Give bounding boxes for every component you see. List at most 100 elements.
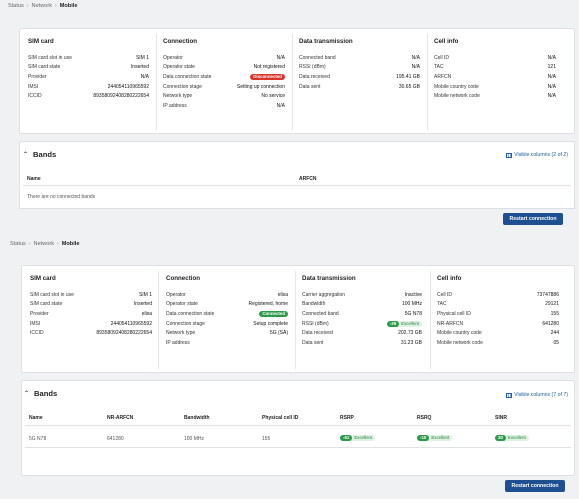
divider [25, 447, 571, 448]
status-badge: Disconnected [250, 73, 285, 81]
kv-row: SIM card state Inserted [30, 301, 152, 308]
kv-row: Network type 5G (SA) [166, 330, 288, 337]
kv-row: Mobile country code N/A [434, 83, 556, 90]
column-header-name[interactable]: Name [29, 415, 43, 421]
divider [158, 271, 159, 369]
kv-row: Provider N/A [28, 73, 149, 80]
sim-card-section: SIM card SIM card slot in use SIM 1 SIM c… [30, 275, 152, 338]
columns-icon [506, 392, 513, 398]
kv-row: SIM card slot in use SIM 1 [28, 54, 149, 61]
section-title: Data transmission [299, 38, 353, 45]
breadcrumb: Status › Network › Mobile [10, 241, 79, 247]
kv-row: Operator elisa [166, 291, 288, 298]
kv-row: Data connection state Disconnected [163, 72, 285, 82]
chevron-right-icon: › [26, 3, 29, 9]
divider [25, 425, 571, 426]
empty-state-text: There are no connected bands [27, 194, 96, 200]
kv-row: SIM card state Inserted [28, 64, 149, 71]
signal-badge: 30 Excellent [495, 435, 529, 441]
kv-row: Connection stage Setup complete [166, 320, 288, 327]
bands-header-toggle[interactable]: ⌃ Bands [24, 389, 57, 398]
bottom-bands-panel: ⌃ Bands Visible columns (7 of 7) Name NR… [21, 380, 575, 476]
kv-row: Bandwidth 100 MHz [302, 301, 422, 308]
kv-row: Operator state Registered, home [166, 301, 288, 308]
cell-info-section: Cell info Cell ID N/A TAC 121 ARFCN N/A Mob… [434, 38, 556, 101]
column-header-rsrq[interactable]: RSRQ [417, 415, 432, 421]
kv-row: RSSI (dBm) N/A [299, 64, 420, 71]
kv-row: TAC 121 [434, 64, 556, 71]
breadcrumb-mobile: Mobile [59, 3, 78, 9]
signal-badge: -10 Excellent [417, 435, 453, 441]
visible-columns-button[interactable]: Visible columns (2 of 2) [506, 152, 568, 158]
section-title: Connection [163, 38, 198, 45]
cell-rsrp: -61 Excellent [340, 435, 376, 441]
bands-title: Bands [34, 389, 58, 398]
status-badge: Connected [259, 310, 288, 318]
divider [430, 271, 431, 369]
section-title: Cell info [434, 38, 459, 45]
divider [156, 34, 157, 130]
breadcrumb-mobile: Mobile [61, 241, 80, 247]
kv-row: ICCID 89358092408280222654 [28, 93, 149, 100]
kv-row: IP address N/A [163, 102, 285, 109]
cell-name: 5G N78 [29, 436, 47, 442]
breadcrumb-status[interactable]: Status [8, 3, 24, 9]
column-header-bandwidth[interactable]: Bandwidth [184, 415, 210, 421]
sim-card-section: SIM card SIM card slot in use SIM 1 SIM c… [28, 38, 149, 101]
kv-row: Mobile network code N/A [434, 93, 556, 100]
kv-row: Connected band N/A [299, 54, 420, 61]
breadcrumb-network[interactable]: Network [33, 241, 55, 247]
column-header-arfcn[interactable]: ARFCN [299, 176, 317, 182]
kv-row: IP address [166, 339, 190, 346]
column-header-rsrp[interactable]: RSRP [340, 415, 354, 421]
top-info-panel: SIM card SIM card slot in use SIM 1 SIM c… [19, 28, 575, 134]
section-title: Cell info [437, 275, 462, 282]
kv-row: SIM card slot in use SIM 1 [30, 291, 152, 298]
data-transmission-section: Data transmission Connected band N/A RSSI… [299, 38, 420, 91]
column-header-sinr[interactable]: SINR [495, 415, 507, 421]
kv-row: ICCID 89358092408280222654 [30, 330, 152, 337]
cell-sinr: 30 Excellent [495, 435, 529, 441]
bands-header-toggle[interactable]: ⌃ Bands [23, 150, 56, 159]
chevron-right-icon: › [28, 241, 31, 247]
columns-icon [506, 152, 513, 158]
kv-row: Connected band 5G N78 [302, 310, 422, 317]
kv-row: Connection stage Setting up connection [163, 83, 285, 90]
kv-row: IMSI 244054110965592 [30, 320, 152, 327]
column-header-name[interactable]: Name [27, 176, 41, 182]
signal-badge: -61 Excellent [340, 435, 376, 441]
divider [427, 34, 428, 130]
kv-row: Data sent 31.23 GB [302, 339, 422, 346]
kv-row: Provider elisa [30, 310, 152, 317]
section-title: SIM card [30, 275, 56, 282]
restart-connection-button[interactable]: Restart connection [503, 213, 563, 225]
kv-row: Mobile network code 05 [437, 339, 559, 346]
cell-rsrq: -10 Excellent [417, 435, 453, 441]
kv-row: RSSI (dBm) -39 Excellent [302, 319, 422, 329]
divider [23, 185, 571, 186]
breadcrumb-network[interactable]: Network [31, 3, 53, 9]
restart-connection-button[interactable]: Restart connection [505, 480, 565, 492]
kv-row: Operator state Not registered [163, 64, 285, 71]
connection-section: Connection Operator elisa Operator state R… [166, 275, 288, 348]
kv-row: ARFCN N/A [434, 73, 556, 80]
signal-badge: -39 Excellent [386, 320, 422, 327]
kv-row: TAC 29121 [437, 301, 559, 308]
breadcrumb-status[interactable]: Status [10, 241, 26, 247]
kv-row: IMSI 244054110965592 [28, 83, 149, 90]
kv-row: Data connection state Connected [166, 309, 288, 319]
kv-row: Mobile country code 244 [437, 330, 559, 337]
column-header-pci[interactable]: Physical cell ID [262, 415, 299, 421]
column-header-nr-arfcn[interactable]: NR-ARFCN [107, 415, 134, 421]
visible-columns-button[interactable]: Visible columns (7 of 7) [506, 392, 568, 398]
bottom-info-panel: SIM card SIM card slot in use SIM 1 SIM c… [21, 265, 575, 373]
divider [292, 34, 293, 130]
section-title: SIM card [28, 38, 54, 45]
breadcrumb: Status › Network › Mobile [8, 3, 77, 9]
connection-section: Connection Operator N/A Operator state Not… [163, 38, 285, 111]
kv-row: Operator N/A [163, 54, 285, 61]
cell-nr-arfcn: 641280 [107, 436, 124, 442]
data-transmission-section: Data transmission Carrier aggregation Ina… [302, 275, 422, 348]
chevron-up-icon: ⌃ [23, 152, 29, 158]
kv-row: Data received 202.73 GB [302, 330, 422, 337]
